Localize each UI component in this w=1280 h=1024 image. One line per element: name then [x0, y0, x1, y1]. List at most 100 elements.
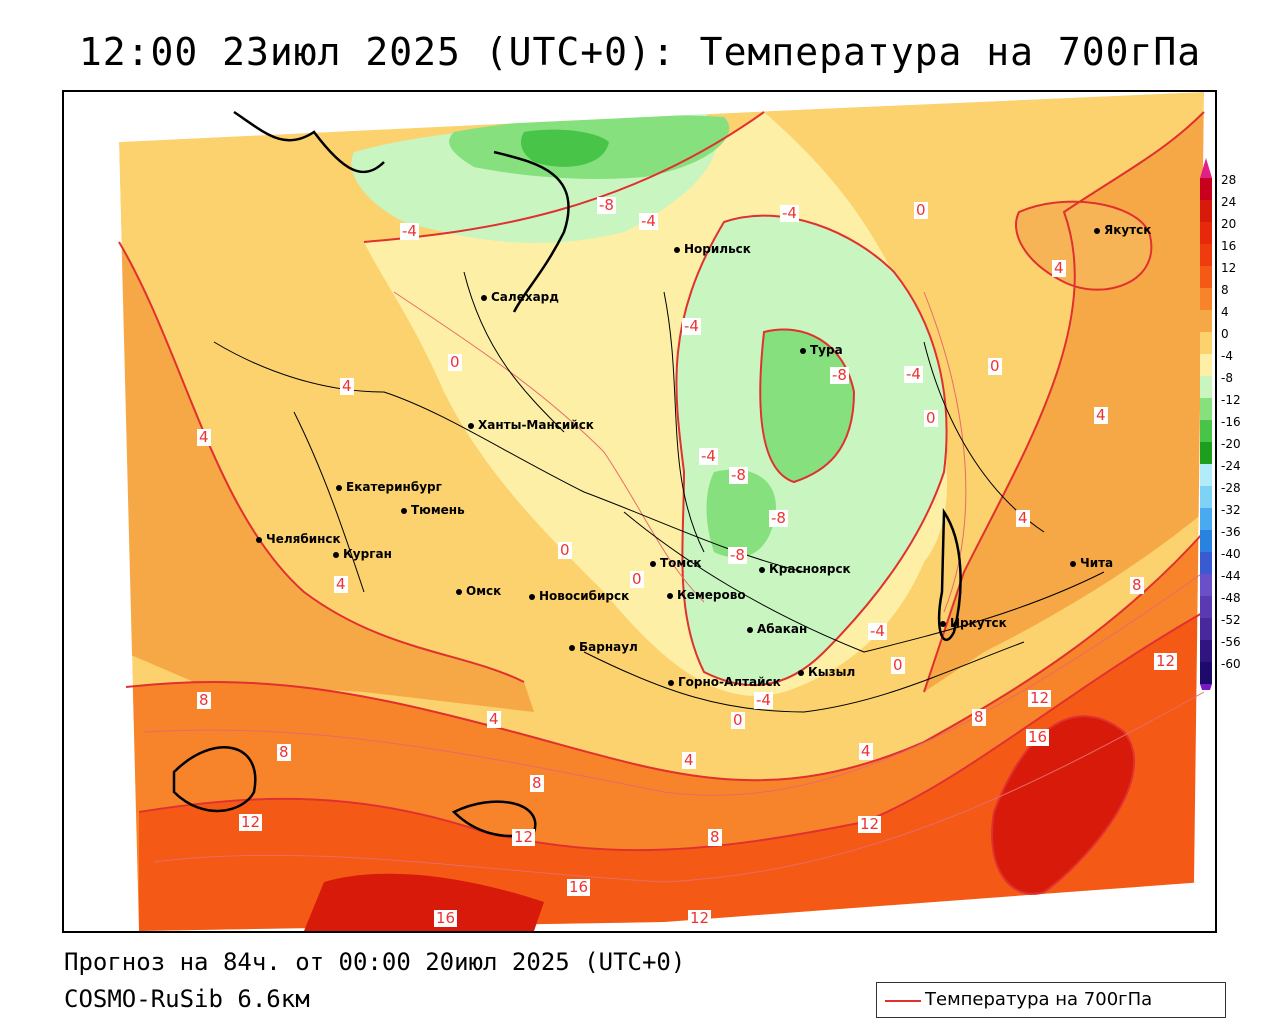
city-khanty-mansiysk: Ханты-Мансийск: [468, 418, 594, 432]
city-dot-icon: [650, 560, 656, 567]
city-dot-icon: [468, 422, 474, 429]
colorbar-swatch: [1200, 596, 1212, 618]
city-dot-icon: [747, 626, 753, 633]
colorbar-tick-label: -28: [1221, 481, 1241, 495]
colorbar-swatch: [1200, 266, 1212, 288]
colorbar-tick-label: -52: [1221, 613, 1241, 627]
city-dot-icon: [456, 588, 462, 595]
contour-label: 8: [708, 828, 722, 846]
legend: Температура на 700гПа: [876, 982, 1226, 1018]
colorbar-swatch: [1200, 398, 1212, 420]
colorbar-swatch: [1200, 376, 1212, 398]
colorbar-swatch: [1200, 508, 1212, 530]
city-label: Барнаул: [579, 640, 638, 654]
colorbar-tick-label: 0: [1221, 327, 1229, 341]
outside-domain-west: [64, 92, 139, 931]
city-tomsk: Томск: [650, 556, 702, 570]
city-label: Екатеринбург: [346, 480, 442, 494]
contour-label: 4: [1094, 406, 1108, 424]
city-dot-icon: [1070, 560, 1076, 567]
colorbar-swatch: [1200, 354, 1212, 376]
colorbar-swatch: [1200, 420, 1212, 442]
colorbar-tick-label: -60: [1221, 657, 1241, 671]
city-omsk: Омск: [456, 584, 501, 598]
colorbar: [1200, 158, 1212, 690]
city-label: Абакан: [757, 622, 808, 636]
city-gorno-altaysk: Горно-Алтайск: [668, 675, 781, 689]
colorbar-tick-label: 24: [1221, 195, 1237, 209]
colorbar-swatch: [1200, 222, 1212, 244]
contour-label: 4: [340, 377, 354, 395]
city-label: Салехард: [491, 290, 559, 304]
city-dot-icon: [336, 484, 342, 491]
contour-label: 0: [891, 656, 905, 674]
city-dot-icon: [800, 347, 806, 354]
contour-label: -8: [728, 546, 747, 564]
city-norilsk: Норильск: [674, 242, 751, 256]
city-tyumen: Тюмень: [401, 503, 465, 517]
colorbar-swatch: [1200, 442, 1212, 464]
contour-label: -4: [682, 317, 701, 335]
contour-label: 8: [972, 708, 986, 726]
contour-label: 8: [197, 691, 211, 709]
colorbar-swatch: [1200, 486, 1212, 508]
colorbar-tick-label: -36: [1221, 525, 1241, 539]
contour-label: 12: [1154, 652, 1178, 670]
colorbar-tick-label: -32: [1221, 503, 1241, 517]
city-novosibirsk: Новосибирск: [529, 589, 629, 603]
contour-label: 4: [487, 710, 501, 728]
colorbar-swatch: [1200, 552, 1212, 574]
colorbar-tick-label: -16: [1221, 415, 1241, 429]
colorbar-bottom-arrow: [1200, 684, 1212, 690]
city-kemerovo: Кемерово: [667, 588, 746, 602]
city-label: Иркутск: [950, 616, 1007, 630]
field-4-8-yakutsk: [1016, 201, 1152, 290]
contour-label: 0: [448, 353, 462, 371]
city-label: Горно-Алтайск: [678, 675, 781, 689]
contour-label: -4: [754, 691, 773, 709]
colorbar-swatch: [1200, 662, 1212, 684]
city-label: Омск: [466, 584, 502, 598]
contour-label: 12: [1028, 689, 1052, 707]
city-label: Красноярск: [769, 562, 851, 576]
city-dot-icon: [401, 507, 407, 514]
city-chita: Чита: [1070, 556, 1113, 570]
city-dot-icon: [798, 669, 804, 676]
city-dot-icon: [333, 551, 339, 558]
city-yakutsk: Якутск: [1094, 223, 1151, 237]
city-kyzyl: Кызыл: [798, 665, 855, 679]
city-tura: Тура: [800, 343, 843, 357]
colorbar-swatch: [1200, 310, 1212, 332]
city-label: Челябинск: [266, 532, 341, 546]
field-4-8: [119, 242, 534, 712]
contour-label: 0: [914, 201, 928, 219]
city-label: Тюмень: [411, 503, 465, 517]
contour-label: 0: [988, 357, 1002, 375]
colorbar-tick-label: 20: [1221, 217, 1237, 231]
colorbar-tick-label: 4: [1221, 305, 1229, 319]
colorbar-tick-label: 8: [1221, 283, 1229, 297]
colorbar-tick-label: -20: [1221, 437, 1241, 451]
contour-label: -8: [769, 509, 788, 527]
city-dot-icon: [940, 620, 946, 627]
colorbar-swatch: [1200, 178, 1212, 200]
city-dot-icon: [1094, 227, 1100, 234]
map-title: 12:00 23июл 2025 (UTC+0): Температура на…: [78, 30, 1202, 74]
field-krasnoyarsk-cold: [706, 469, 776, 558]
city-ekaterinburg: Екатеринбург: [336, 480, 442, 494]
colorbar-tick-label: -48: [1221, 591, 1241, 605]
colorbar-tick-label: -40: [1221, 547, 1241, 561]
colorbar-swatch: [1200, 574, 1212, 596]
field-16-20: [304, 873, 544, 931]
contour-label: -4: [699, 447, 718, 465]
colorbar-tick-label: -24: [1221, 459, 1241, 473]
city-dot-icon: [569, 644, 575, 651]
isotherms: [118, 111, 1205, 895]
colorbar-swatch: [1200, 618, 1212, 640]
contour-label: 0: [630, 570, 644, 588]
city-dot-icon: [667, 592, 673, 599]
city-label: Тура: [810, 343, 843, 357]
colorbar-swatch: [1200, 200, 1212, 222]
city-dot-icon: [481, 294, 487, 301]
contour-label: 4: [859, 742, 873, 760]
